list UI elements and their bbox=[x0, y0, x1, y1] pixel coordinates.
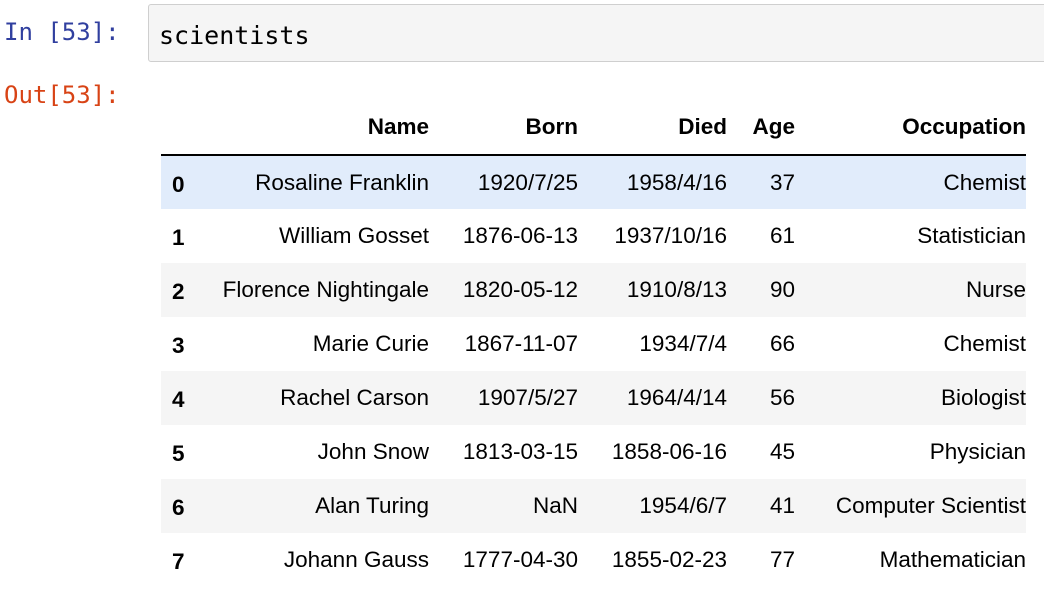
cell-born: 1777-04-30 bbox=[462, 547, 578, 572]
row-index: 0 bbox=[172, 171, 185, 197]
cell-name: Rosaline Franklin bbox=[255, 169, 429, 195]
cell-occupation: Chemist bbox=[943, 331, 1026, 356]
table-row: 4 Rachel Carson 1907/5/27 1964/4/14 56 B… bbox=[161, 371, 1026, 425]
cell-born: NaN bbox=[532, 493, 578, 518]
cell-occupation: Chemist bbox=[943, 169, 1026, 195]
table-row: 1 William Gosset 1876-06-13 1937/10/16 6… bbox=[161, 209, 1026, 263]
cell-born: 1876-06-13 bbox=[462, 223, 578, 248]
row-index: 7 bbox=[172, 549, 185, 574]
cell-name: William Gosset bbox=[278, 223, 429, 248]
input-prompt: In [53]: bbox=[4, 18, 120, 46]
cell-name: Johann Gauss bbox=[283, 547, 429, 572]
cell-occupation: Computer Scientist bbox=[835, 493, 1026, 518]
cell-died: 1910/8/13 bbox=[626, 277, 727, 302]
code-text[interactable]: scientists bbox=[159, 21, 310, 50]
cell-name: John Snow bbox=[317, 439, 429, 464]
row-index: 1 bbox=[172, 225, 185, 250]
cell-occupation: Nurse bbox=[965, 277, 1026, 302]
cell-died: 1858-06-16 bbox=[611, 439, 727, 464]
column-header-name: Name bbox=[206, 100, 429, 156]
cell-age: 56 bbox=[769, 385, 795, 410]
table-row: 0 Rosaline Franklin 1920/7/25 1958/4/16 … bbox=[161, 155, 1026, 209]
cell-died: 1937/10/16 bbox=[614, 223, 727, 248]
cell-born: 1820-05-12 bbox=[462, 277, 578, 302]
table-row: 6 Alan Turing NaN 1954/6/7 41 Computer S… bbox=[161, 479, 1026, 533]
column-header-index bbox=[161, 100, 206, 156]
cell-died: 1964/4/14 bbox=[626, 385, 727, 410]
cell-name: Rachel Carson bbox=[280, 385, 429, 410]
cell-age: 37 bbox=[769, 169, 795, 195]
cell-occupation: Physician bbox=[929, 439, 1026, 464]
table-row: 3 Marie Curie 1867-11-07 1934/7/4 66 Che… bbox=[161, 317, 1026, 371]
cell-age: 41 bbox=[769, 493, 795, 518]
cell-died: 1954/6/7 bbox=[639, 493, 727, 518]
cell-born: 1813-03-15 bbox=[462, 439, 578, 464]
table-row: 2 Florence Nightingale 1820-05-12 1910/8… bbox=[161, 263, 1026, 317]
cell-died: 1958/4/16 bbox=[626, 169, 727, 195]
cell-age: 66 bbox=[769, 331, 795, 356]
code-input-area[interactable]: scientists bbox=[148, 4, 1044, 62]
cell-name: Marie Curie bbox=[312, 331, 429, 356]
row-index: 5 bbox=[172, 441, 185, 466]
table-header-row: Name Born Died Age Occupation bbox=[161, 100, 1026, 156]
output-prompt: Out[53]: bbox=[4, 81, 120, 109]
row-index: 4 bbox=[172, 387, 185, 412]
cell-name: Florence Nightingale bbox=[222, 277, 429, 302]
dataframe-table: Name Born Died Age Occupation 0 Rosaline… bbox=[161, 100, 1026, 587]
cell-born: 1867-11-07 bbox=[464, 331, 578, 356]
cell-occupation: Mathematician bbox=[879, 547, 1026, 572]
row-index: 2 bbox=[172, 279, 185, 304]
cell-occupation: Biologist bbox=[940, 385, 1026, 410]
cell-died: 1934/7/4 bbox=[639, 331, 727, 356]
cell-age: 90 bbox=[769, 277, 795, 302]
cell-age: 61 bbox=[769, 223, 795, 248]
cell-occupation: Statistician bbox=[917, 223, 1026, 248]
cell-born: 1907/5/27 bbox=[477, 385, 578, 410]
cell-name: Alan Turing bbox=[315, 493, 429, 518]
column-header-born: Born bbox=[429, 100, 578, 156]
row-index: 3 bbox=[172, 333, 185, 358]
row-index: 6 bbox=[172, 495, 185, 520]
cell-died: 1855-02-23 bbox=[611, 547, 727, 572]
column-header-died: Died bbox=[578, 100, 727, 156]
table-row: 5 John Snow 1813-03-15 1858-06-16 45 Phy… bbox=[161, 425, 1026, 479]
cell-born: 1920/7/25 bbox=[477, 169, 578, 195]
cell-age: 45 bbox=[769, 439, 795, 464]
column-header-age: Age bbox=[727, 100, 795, 156]
table-row: 7 Johann Gauss 1777-04-30 1855-02-23 77 … bbox=[161, 533, 1026, 587]
column-header-occupation: Occupation bbox=[795, 100, 1026, 156]
cell-age: 77 bbox=[769, 547, 795, 572]
